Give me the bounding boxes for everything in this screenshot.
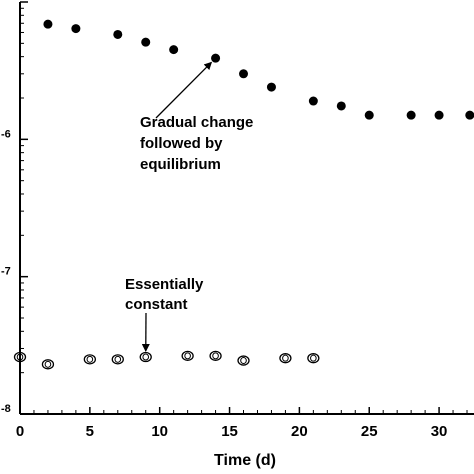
x-axis: 0 5 10 15 20 25 30 [16,407,468,440]
data-point-filled [169,45,179,55]
y-tick-label: -7 [1,266,11,278]
y-tick-label: -5 [1,0,11,3]
annotation-text: constant [125,296,188,313]
data-point-open-inner [212,352,219,360]
data-point-filled [308,96,318,106]
x-tick-label: 0 [16,423,24,440]
data-point-filled [211,53,221,63]
data-point-open [83,354,96,365]
x-tick-label: 25 [361,423,378,440]
data-point-open [41,359,55,370]
data-point-open [139,351,152,363]
data-point-filled [266,82,276,92]
annotation: Essentially constant [125,276,204,353]
data-point-filled [141,37,151,47]
x-tick-label: 20 [291,423,308,440]
data-point-open [13,351,27,363]
y-tick-label: -6 [1,128,11,140]
annotation: Gradual change followed by equilibrium [140,61,253,173]
data-point-open [307,353,320,364]
data-point-open-inner [16,353,24,361]
data-point-open-inner [310,354,317,362]
data-point-open-inner [86,355,94,363]
data-point-filled [434,110,444,120]
data-point-open-inner [240,357,247,365]
data-point-open-inner [114,355,122,363]
annotation-text: equilibrium [140,156,221,173]
data-point-filled [43,19,53,29]
data-point-filled [71,24,81,34]
annotations: Gradual change followed by equilibrium Esse… [125,61,253,353]
data-point-filled [364,110,374,120]
data-point-filled [465,110,474,120]
y-tick-label: -8 [1,403,11,415]
data-point-open [237,355,250,366]
data-point-open-inner [44,360,52,368]
data-point-open [111,354,124,365]
data-point-filled [239,69,249,79]
data-point-open [279,353,292,364]
annotation-arrow [155,61,213,119]
x-tick-label: 10 [151,423,168,440]
data-points [13,19,474,370]
data-point-open-inner [184,352,191,360]
x-tick-label: 30 [431,423,448,440]
plot-frame [19,2,474,415]
annotation-text: Essentially [125,276,204,293]
x-tick-label: 15 [221,423,238,440]
x-tick-label: 5 [86,423,94,440]
data-point-filled [406,110,416,120]
x-axis-title: Time (d) [214,452,276,469]
annotation-text: followed by [140,135,223,152]
data-point-open [209,350,222,362]
data-point-open-inner [142,353,150,361]
y-axis: -5 -6 -7 -8 [1,0,28,415]
data-point-filled [113,29,123,39]
data-point-open [181,350,194,362]
annotation-text: Gradual change [140,114,253,131]
data-point-open-inner [282,354,289,362]
data-point-filled [336,101,346,111]
